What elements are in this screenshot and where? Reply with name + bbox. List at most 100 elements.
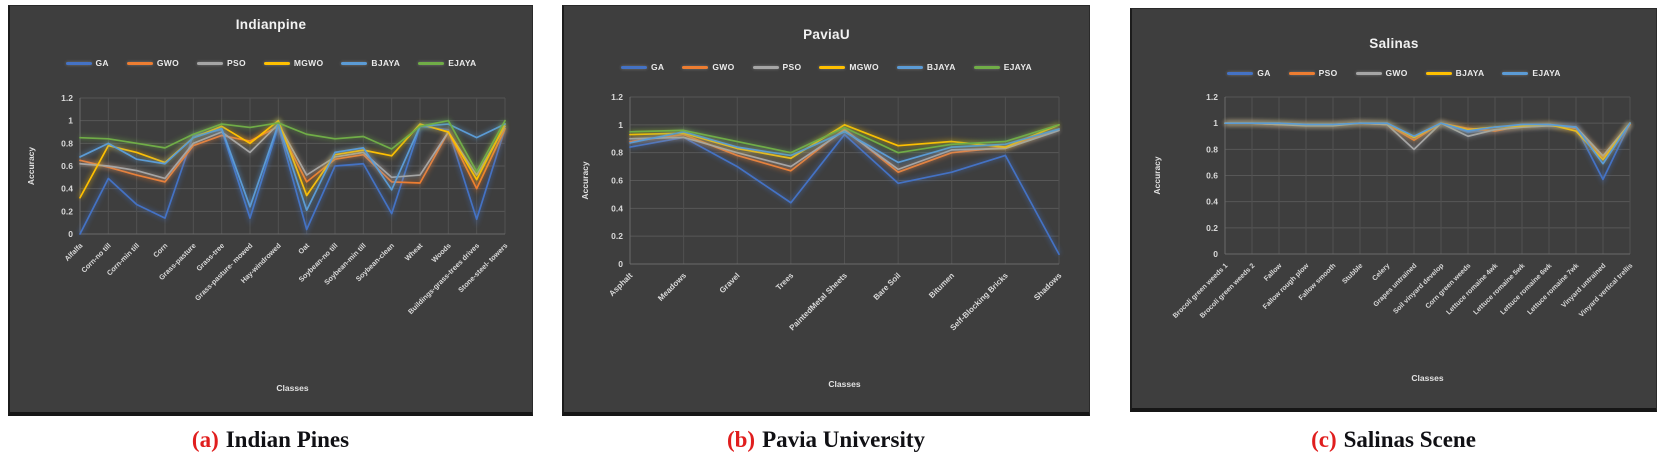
legend-label: PSO [782, 62, 802, 72]
legend-swatch [1227, 71, 1254, 75]
y-tick-label: 0.4 [611, 203, 623, 213]
y-tick-label: 0 [1213, 249, 1218, 259]
series-line-EJAYA [629, 123, 1060, 154]
y-axis-title: Accuracy [1152, 156, 1162, 195]
y-tick-label: 0.2 [611, 231, 623, 241]
x-tick-label: Lettuce romaine 5wk [1472, 262, 1526, 316]
caption-text: Pavia University [762, 427, 926, 452]
series-line-GA [1224, 122, 1631, 181]
x-tick-label: Brocoli green weeds 1 [1172, 262, 1230, 320]
x-tick-label: Corn green weeds [1425, 262, 1473, 310]
legend-item-EJAYA: EJAYA [1502, 68, 1560, 78]
series-line-GA [79, 125, 506, 235]
x-tick-label: Alfalfa [63, 240, 86, 263]
legend-item-PSO: PSO [1288, 68, 1338, 78]
x-tick-label: Corn-no till [79, 241, 112, 274]
legend-swatch [973, 65, 1000, 69]
chart-panel-indianpine: Indianpine GA GWO PSO MGWO BJAYA EJAYA 0 0.2 0.… [8, 5, 533, 416]
x-tick-label: Corn-min till [105, 241, 141, 277]
caption-letter: (b) [726, 427, 756, 452]
y-tick-label: 0.8 [611, 148, 623, 158]
legend-swatch [819, 65, 846, 69]
y-tick-label: 0.8 [1206, 144, 1218, 154]
x-tick-label: Vinyard untrained [1560, 262, 1607, 309]
series-line-MGWO [629, 123, 1060, 160]
legend-item-GA: GA [621, 62, 664, 72]
legend-swatch [1355, 71, 1382, 75]
legend-label: BJAYA [926, 62, 956, 72]
legend-item-GWO: GWO [1355, 68, 1408, 78]
series-glow-EJAYA [1225, 120, 1632, 168]
series-line-GA [629, 133, 1060, 256]
caption-indian-pines: (a) Indian Pines [8, 427, 533, 453]
x-tick-label: Fallow [1263, 262, 1284, 283]
series-glow-GWO [1225, 120, 1632, 160]
caption-text: Salinas Scene [1343, 427, 1476, 452]
x-tick-label: Wheat [403, 241, 425, 263]
x-axis-title: Classes [828, 379, 860, 389]
series-line-PSO [1224, 122, 1631, 159]
series-line-BJAYA [79, 123, 506, 212]
legend-label: EJAYA [1532, 68, 1561, 78]
legend-label: BJAYA [1455, 68, 1485, 78]
series-line-BJAYA [1224, 122, 1631, 161]
x-tick-label: Fallow rough plow [1262, 262, 1311, 311]
series-line-GWO [1224, 122, 1631, 157]
legend-item-BJAYA: BJAYA [896, 62, 956, 72]
series-line-PSO [629, 129, 1060, 171]
legend-swatch [263, 61, 290, 65]
caption-pavia-university: (b) Pavia University [562, 427, 1090, 453]
x-tick-label: Asphalt [607, 271, 634, 298]
x-tick-label: Brocoli green weeds 2 [1199, 262, 1257, 320]
legend-item-MGWO: MGWO [263, 58, 324, 68]
legend-swatch [65, 61, 92, 65]
series-glow-GA [629, 131, 1061, 256]
legend-label: EJAYA [1003, 62, 1032, 72]
legend-label: PSO [227, 58, 246, 68]
legend-label: MGWO [849, 62, 879, 72]
series-line-PSO [79, 123, 506, 180]
series-glow-MGWO [629, 122, 1060, 161]
legend-item-BJAYA: BJAYA [1425, 68, 1485, 78]
series-glow-BJAYA [1225, 120, 1632, 164]
legend-item-GA: GA [65, 58, 109, 68]
x-axis-title: Classes [1411, 373, 1443, 383]
legend-swatch [197, 61, 224, 65]
y-tick-label: 0.6 [1206, 171, 1218, 181]
x-tick-label: Stone-steel- towers [456, 241, 509, 294]
series-glow-BJAYA [79, 116, 506, 217]
x-tick-label: Celery [1371, 262, 1391, 282]
y-tick-label: 0.2 [1206, 223, 1218, 233]
series-glow-GA [77, 118, 508, 237]
legend-swatch [1288, 71, 1315, 75]
y-tick-label: 1.2 [611, 92, 623, 102]
legend-label: GA [95, 58, 109, 68]
legend-item-PSO: PSO [197, 58, 246, 68]
caption-salinas-scene: (c) Salinas Scene [1130, 427, 1657, 453]
x-tick-label: Buildings-grass-trees drives [406, 241, 481, 316]
legend-label: GWO [156, 58, 180, 68]
x-tick-label: Soybean-clean [354, 241, 396, 283]
x-tick-label: Woods [430, 241, 453, 264]
legend-item-PSO: PSO [752, 62, 802, 72]
x-tick-label: Shadows [1032, 271, 1064, 303]
legend-swatch [1502, 71, 1529, 75]
legend-item-GWO: GWO [126, 58, 180, 68]
legend-swatch [341, 61, 368, 65]
legend-label: GA [651, 62, 665, 72]
x-tick-label: Vinyard vertical trellis [1578, 262, 1634, 318]
series-line-EJAYA [79, 119, 506, 173]
legend-label: EJAYA [448, 58, 477, 68]
series-line-EJAYA [1224, 122, 1631, 165]
series-line-GWO [79, 125, 506, 190]
caption-letter: (c) [1311, 427, 1337, 452]
x-tick-label: Self-Blocking Bricks [948, 271, 1010, 333]
x-tick-label: PaintedMetal Sheets [788, 271, 850, 333]
y-axis-title: Accuracy [26, 147, 36, 186]
x-tick-label: Lettuce romaine 6wk [1499, 262, 1553, 316]
legend-item-EJAYA: EJAYA [973, 62, 1032, 72]
legend-swatch [682, 65, 709, 69]
series-glow-EJAYA [79, 118, 507, 177]
chart-title: Salinas [1369, 36, 1419, 51]
